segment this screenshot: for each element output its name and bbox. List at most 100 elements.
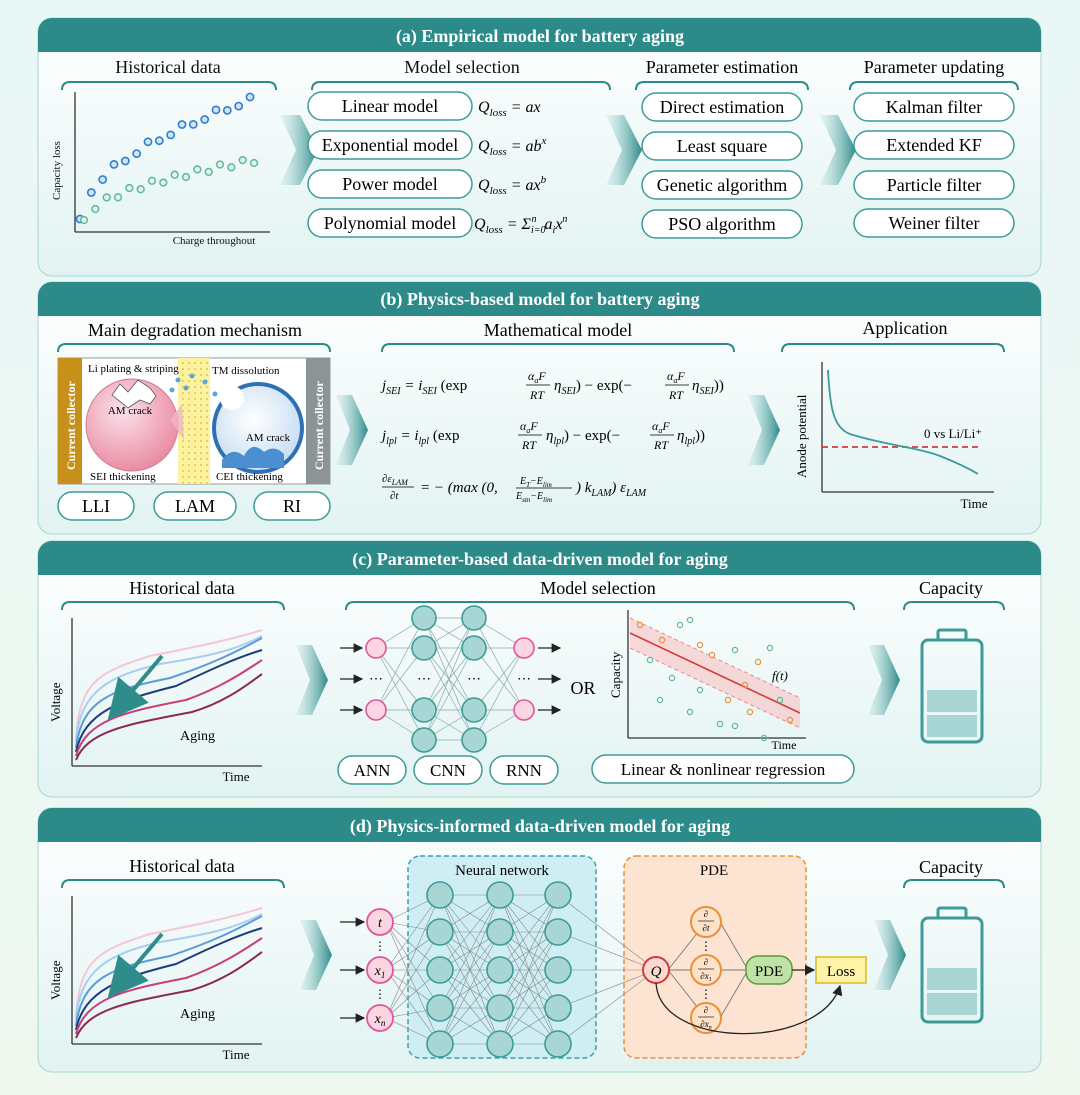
svg-text:jSEI = iSEI (exp: jSEI = iSEI (exp [380,378,467,397]
nn-node [411,697,437,723]
data-point [234,101,244,111]
nn-node [461,605,487,631]
data-point [238,155,247,165]
svg-text:ηlpl)): ηlpl)) [677,428,705,447]
svg-text:t: t [378,916,383,931]
estimation-label: Genetic algorithm [657,175,787,195]
estimation-pill [641,92,803,122]
nn-node [426,918,454,946]
updating-label: Particle filter [887,175,981,195]
tag-ann [337,755,407,785]
nn-node [365,699,387,721]
svg-text:RT: RT [521,438,537,452]
data-point [188,120,198,129]
estimation-pill [641,170,803,200]
nn-node [486,881,514,909]
b-mechanism-title: Main degradation mechanism [88,320,302,340]
data-point [696,686,704,694]
updating-pill [853,130,1015,160]
a-historical-title: Historical data [115,57,220,77]
data-point [154,136,164,146]
exponential-model-label: Exponential model [322,135,458,155]
data-point [200,115,210,124]
regression-scatter [636,616,794,742]
d-voltage-plot: Voltage Time Aging [48,896,263,1062]
derivative-t-node [690,906,722,938]
nn-node [365,637,387,659]
panel-d: (d) Physics-informed data-driven model f… [37,807,1042,1073]
tag-ri-label: RI [283,496,301,516]
tag-ri [253,491,331,521]
tag-lam-label: LAM [175,496,215,516]
b-application-title: Application [863,318,948,338]
updating-label: Kalman filter [886,97,982,117]
tag-cnn [413,755,483,785]
svg-text:⋯: ⋯ [517,672,531,687]
svg-text:∂: ∂ [704,909,708,919]
estimation-label: PSO algorithm [668,214,776,234]
data-point [166,130,176,140]
data-point [760,734,768,742]
polynomial-model-label: Polynomial model [324,213,457,233]
flow-arrow [296,645,328,715]
flow-arrow [874,920,906,990]
c-aging-label: Aging [180,729,215,744]
aging-arrow [107,654,164,721]
nn-node [486,956,514,984]
svg-text:αaF: αaF [667,369,685,385]
nn-node [513,699,535,721]
exponential-model-pill [307,130,473,160]
flow-arrow [868,645,900,715]
panel-b: (b) Physics-based model for battery agin… [37,281,1042,535]
updating-label: Weiner filter [888,213,979,233]
nn-node [411,727,437,753]
svg-text:⋯: ⋯ [369,672,383,687]
data-point [766,644,774,652]
polynomial-model-pill [307,208,473,238]
estimation-label: Least square [677,136,767,156]
nn-node [426,994,454,1022]
panel-b-title: (b) Physics-based model for battery agin… [380,289,699,310]
nn-node [513,637,535,659]
data-point [143,137,153,147]
c-voltage-label: Voltage [48,682,63,722]
svg-text:∂t: ∂t [703,923,710,933]
d-aging-label: Aging [180,1007,215,1022]
estimation-label: Direct estimation [660,97,784,117]
data-point [91,204,100,214]
tag-lli-label: LLI [82,496,110,516]
a-x-label: Charge throughout [173,235,256,247]
nn-node [544,994,572,1022]
data-point [731,722,739,730]
formula-power: Qloss = axb [478,174,547,197]
svg-text:jlpl = ilpl (exp: jlpl = ilpl (exp [380,428,460,447]
data-point [636,621,644,629]
equations: jSEI = iSEI (exp αaF RT ηSEI) − exp(− αa… [380,369,724,504]
eq-sei: jSEI = iSEI (exp αaF RT ηSEI) − exp(− αa… [380,369,724,402]
data-point [181,172,191,182]
svg-text:⋮: ⋮ [374,939,386,953]
data-point [724,696,732,704]
or-label: OR [570,678,595,698]
data-point [686,708,694,716]
data-point [113,193,123,202]
svg-text:= − (max (0,: = − (max (0, [420,480,498,496]
nn-node [426,881,454,909]
tm-dissolution-label: TM dissolution [212,365,280,377]
b-math-title: Mathematical model [484,320,632,340]
svg-text:RT: RT [529,388,545,402]
panel-d-title: (d) Physics-informed data-driven model f… [350,816,730,837]
degradation-illustration: Current collector Current collector Li p… [57,357,331,485]
blue-series [75,92,255,224]
nn-node [461,635,487,661]
regression-x-label: Time [772,738,797,752]
nn-node [544,1030,572,1058]
c-capacity-title: Capacity [919,578,983,598]
panel-c-title: (c) Parameter-based data-driven model fo… [352,549,727,570]
svg-text:ηlpl) − exp(−: ηlpl) − exp(− [546,428,620,447]
flow-arrow [300,920,332,990]
model-formulas: Qloss = ax Qloss = abx Qloss = axb Qloss… [474,99,567,236]
green-series [79,155,259,225]
